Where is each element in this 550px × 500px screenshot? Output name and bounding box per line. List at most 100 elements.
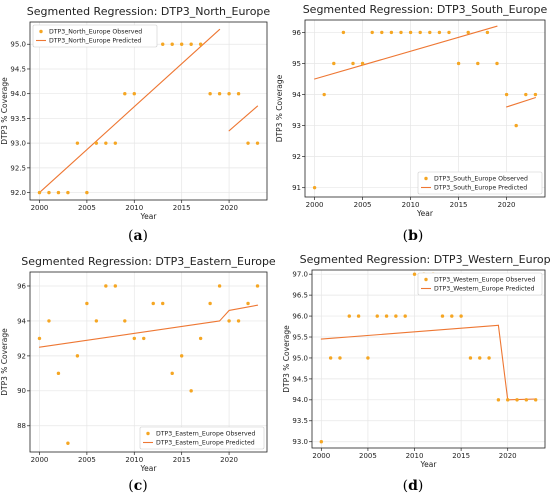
observed-point <box>515 398 519 402</box>
legend-predicted-label: DTP3_North_Europe Predicted <box>49 38 142 45</box>
observed-point <box>312 185 317 190</box>
x-tick-label: 2020 <box>499 452 517 460</box>
observed-point <box>75 141 80 145</box>
x-tick-label: 2015 <box>450 201 468 209</box>
y-tick-label: 94.5 <box>292 375 308 383</box>
chart-title: Segmented Regression: DTP3_Western_Europ… <box>300 253 550 266</box>
x-tick-label: 2010 <box>125 456 143 464</box>
observed-point <box>412 272 417 276</box>
chart-panel-b: Segmented Regression: DTP3_South_Europe 9… <box>275 0 550 250</box>
legend-predicted-label: DTP3_Eastern_Europe Predicted <box>156 440 255 447</box>
legend-predicted-label: DTP3_South_Europe Predicted <box>434 185 527 192</box>
y-tick-label: 93.5 <box>292 417 308 425</box>
predicted-line-segment <box>507 398 537 401</box>
predicted-line-segment <box>320 324 499 340</box>
observed-point <box>384 314 389 318</box>
observed-point <box>533 92 538 97</box>
x-tick-label: 2020 <box>220 204 238 212</box>
observed-point <box>375 314 379 318</box>
observed-point <box>341 30 346 35</box>
observed-point <box>113 141 118 145</box>
legend-observed-marker <box>424 176 428 181</box>
observed-point <box>66 190 70 195</box>
observed-point <box>338 356 342 360</box>
x-tick-label: 2005 <box>359 452 377 460</box>
observed-point <box>104 284 108 288</box>
observed-point <box>255 284 260 288</box>
y-tick-label: 90 <box>17 387 26 395</box>
observed-point <box>504 92 509 97</box>
x-tick-label: 2020 <box>498 201 516 209</box>
observed-point <box>476 61 480 66</box>
observed-point <box>123 91 127 96</box>
predicted-line-segment <box>506 97 536 108</box>
observed-point <box>322 92 326 97</box>
observed-point <box>47 190 51 195</box>
observed-point <box>94 141 99 145</box>
y-tick-label: 96.0 <box>292 312 308 320</box>
y-tick-label: 95.5 <box>292 333 308 341</box>
chart-svg: Segmented Regression: DTP3_South_Europe 9… <box>275 3 548 218</box>
observed-point <box>189 389 193 393</box>
y-tick-label: 94 <box>292 91 301 99</box>
observed-point <box>179 42 184 46</box>
observed-point <box>142 336 146 341</box>
chart-title: Segmented Regression: DTP3_North_Europe <box>27 5 271 18</box>
observed-point <box>332 61 336 66</box>
observed-point <box>496 398 501 402</box>
legend-observed-marker <box>39 29 43 34</box>
legend-box <box>32 24 158 48</box>
y-tick-label: 96 <box>292 29 301 37</box>
observed-point <box>319 440 324 444</box>
observed-point <box>227 319 231 323</box>
observed-point <box>151 301 155 306</box>
observed-point <box>161 301 165 306</box>
x-axis-label: Year <box>140 212 158 221</box>
y-tick-label: 97.0 <box>292 271 308 279</box>
y-tick-label: 93 <box>292 122 301 130</box>
x-tick-label: 2010 <box>406 452 424 460</box>
legend-observed-label: DTP3_North_Europe Observed <box>49 29 142 36</box>
legend: DTP3_Eastern_Europe Observed DTP3_Eastern… <box>139 426 265 450</box>
caption-d: (d) <box>402 478 424 494</box>
legend: DTP3_Western_Europe Observed DTP3_Western… <box>417 272 543 296</box>
plot-frame <box>311 269 546 449</box>
observed-point <box>514 123 518 128</box>
y-tick-label: 94.0 <box>10 90 26 98</box>
y-axis-label: DTP3 % Coverage <box>275 74 284 142</box>
x-tick-label: 2005 <box>78 456 96 464</box>
predicted-line-segment <box>38 28 221 194</box>
observed-point <box>94 319 99 323</box>
x-axis-label: Year <box>420 460 438 469</box>
observed-point <box>466 30 470 35</box>
caption-b: (b) <box>402 228 424 244</box>
legend-box <box>417 272 543 296</box>
observed-point <box>47 319 51 323</box>
x-axis-label: Year <box>140 464 158 473</box>
observed-point <box>524 398 529 402</box>
x-tick-label: 2015 <box>173 204 191 212</box>
legend-observed-marker <box>146 431 150 436</box>
x-tick-label: 2015 <box>452 452 470 460</box>
y-tick-label: 92 <box>292 153 301 161</box>
observed-point <box>356 314 361 318</box>
legend: DTP3_North_Europe Observed DTP3_North_Eur… <box>32 24 158 48</box>
x-tick-label: 2005 <box>354 201 372 209</box>
x-axis-label: Year <box>416 209 434 218</box>
observed-point <box>37 336 42 341</box>
observed-point <box>533 398 538 402</box>
legend: DTP3_South_Europe Observed DTP3_South_Eur… <box>417 171 543 195</box>
observed-point <box>189 42 193 46</box>
predicted-line-segment <box>314 25 498 80</box>
predicted-line-segment <box>228 304 259 311</box>
chart-svg: Segmented Regression: DTP3_Eastern_Europ… <box>0 255 276 473</box>
observed-point <box>123 319 127 323</box>
observed-point <box>179 354 184 358</box>
observed-point <box>524 92 528 97</box>
x-tick-label: 2010 <box>402 201 420 209</box>
predicted-line-segment <box>219 309 230 322</box>
x-tick-label: 2000 <box>306 201 324 209</box>
observed-point <box>217 91 222 96</box>
observed-point <box>170 371 174 376</box>
